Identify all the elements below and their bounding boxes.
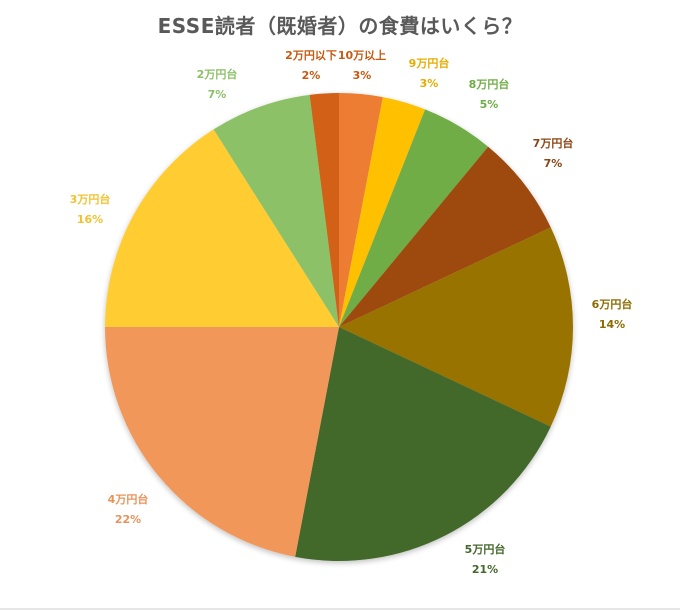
pie-slice <box>339 146 551 327</box>
label-name: 6万円台 <box>591 298 633 311</box>
label-5man: 5万円台 21% <box>465 540 506 580</box>
label-pct: 3% <box>419 77 439 90</box>
pie-slice <box>295 327 551 562</box>
pie-slice <box>339 93 383 327</box>
label-name: 7万円台 <box>532 137 574 150</box>
label-pct: 16% <box>76 213 104 226</box>
label-pct: 5% <box>479 98 499 111</box>
pie-slice <box>339 97 426 327</box>
label-8man: 8万円台 5% <box>469 75 510 115</box>
label-2man-ika: 2万円以下 2% <box>285 46 337 86</box>
label-name: 10万以上 <box>337 49 387 62</box>
chart-title: ESSE読者（既婚者）の食費はいくら？ <box>157 14 523 38</box>
label-pct: 7% <box>543 157 563 170</box>
label-name: 2万円台 <box>196 68 238 81</box>
label-name: 2万円以下 <box>285 49 337 62</box>
label-name: 9万円台 <box>408 57 450 70</box>
pie-slice <box>105 129 339 327</box>
label-3man: 3万円台 16% <box>70 190 111 230</box>
label-name: 8万円台 <box>468 78 510 91</box>
label-pct: 3% <box>352 69 372 82</box>
pie-slice <box>309 93 339 327</box>
pie-slice <box>339 227 573 427</box>
label-pct: 2% <box>301 69 321 82</box>
label-10man-ijou: 10万以上 3% <box>338 46 386 86</box>
label-7man: 7万円台 7% <box>533 134 574 174</box>
label-pct: 7% <box>207 88 227 101</box>
label-4man: 4万円台 22% <box>108 490 149 530</box>
label-6man: 6万円台 14% <box>592 295 633 335</box>
label-9man: 9万円台 3% <box>409 54 450 94</box>
label-name: 3万円台 <box>69 193 111 206</box>
label-2man: 2万円台 7% <box>197 65 238 105</box>
label-pct: 14% <box>598 318 626 331</box>
pie-slice <box>213 94 339 327</box>
label-name: 4万円台 <box>107 493 149 506</box>
label-pct: 21% <box>471 563 499 576</box>
label-name: 5万円台 <box>464 543 506 556</box>
pie-slice <box>105 327 339 557</box>
label-pct: 22% <box>114 513 142 526</box>
pie-slice <box>339 109 489 328</box>
